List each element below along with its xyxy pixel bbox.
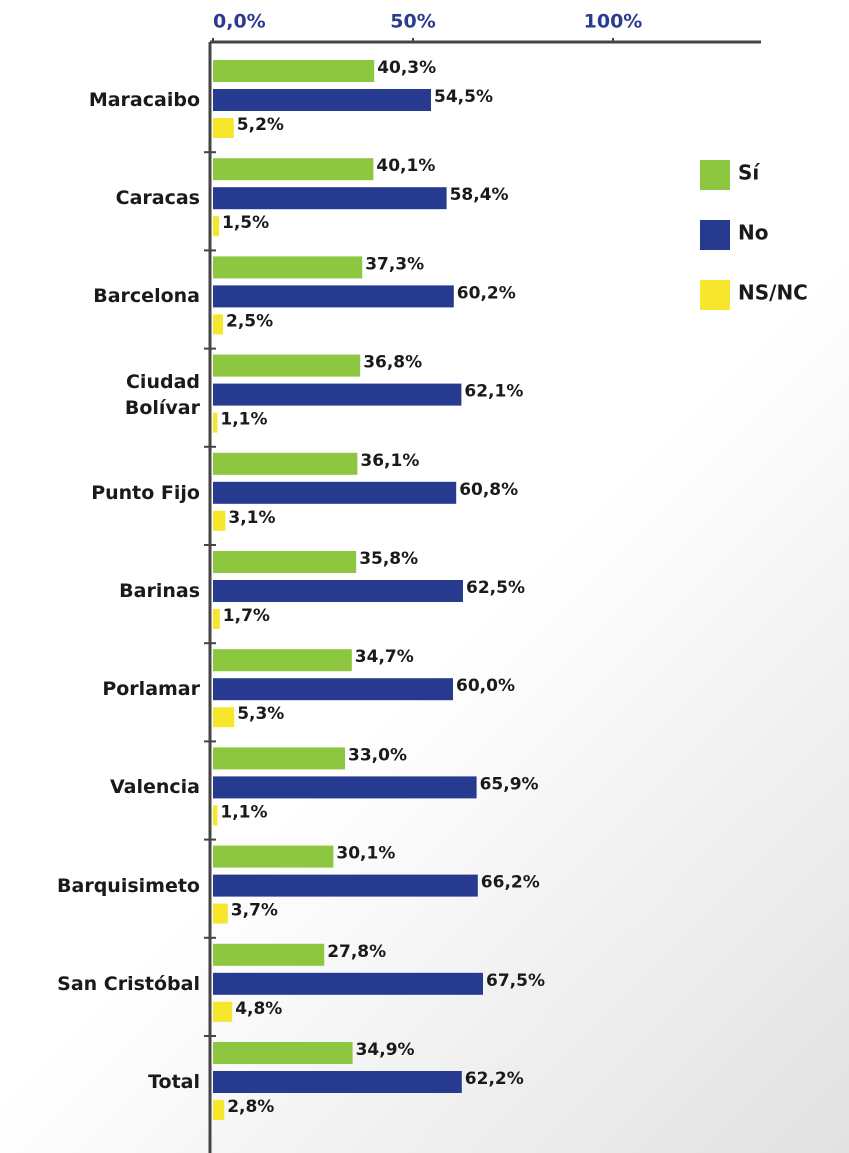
legend-swatch xyxy=(700,220,730,250)
category-label: Valencia xyxy=(109,776,200,799)
x-tick-label: 0,0% xyxy=(213,11,266,33)
value-label: 5,2% xyxy=(237,115,284,135)
legend-label: NS/NC xyxy=(738,281,808,305)
category-label: Punto Fijo xyxy=(91,481,200,504)
value-label: 66,2% xyxy=(481,873,540,893)
value-label: 1,5% xyxy=(222,213,269,233)
bar xyxy=(213,314,223,335)
value-label: 3,7% xyxy=(231,901,278,921)
value-label: 2,8% xyxy=(227,1097,274,1117)
bar xyxy=(213,1042,353,1064)
bar xyxy=(213,481,457,504)
bar xyxy=(213,354,361,377)
bar xyxy=(213,452,358,475)
value-label: 65,9% xyxy=(480,774,539,794)
category-label: Maracaibo xyxy=(88,89,200,111)
value-label: 62,2% xyxy=(465,1069,524,1089)
category-label: Barinas xyxy=(119,580,200,602)
category-label: Ciudad Bolívar xyxy=(124,370,200,419)
value-label: 40,1% xyxy=(376,156,435,176)
bar xyxy=(213,158,374,181)
value-label: 34,9% xyxy=(356,1040,415,1060)
bar xyxy=(213,678,453,701)
category-label: San Cristóbal xyxy=(57,972,200,995)
value-label: 34,7% xyxy=(355,647,414,667)
bar xyxy=(213,216,219,237)
bar xyxy=(213,187,447,210)
value-label: 60,8% xyxy=(459,480,518,500)
bar xyxy=(213,874,478,897)
bar xyxy=(213,60,375,82)
legend-swatch xyxy=(700,280,730,310)
bar xyxy=(213,1100,225,1120)
value-label: 58,4% xyxy=(450,185,509,205)
bar xyxy=(213,510,226,531)
category-label: Porlamar xyxy=(102,678,200,701)
bar xyxy=(213,1071,462,1093)
category-label: Barquisimeto xyxy=(57,874,200,897)
category-label: Total xyxy=(148,1071,200,1093)
value-label: 33,0% xyxy=(348,745,407,765)
value-label: 60,0% xyxy=(456,676,515,696)
bar xyxy=(213,118,234,138)
value-label: 60,2% xyxy=(457,283,516,303)
value-label: 36,8% xyxy=(363,353,422,373)
value-label: 36,1% xyxy=(360,451,419,471)
bar xyxy=(213,256,363,279)
bar xyxy=(213,747,345,770)
bar xyxy=(213,649,352,672)
bar xyxy=(213,776,477,799)
bar xyxy=(213,943,325,966)
bar xyxy=(213,285,454,308)
bar xyxy=(213,89,431,111)
value-label: 1,1% xyxy=(220,802,267,822)
legend-swatch xyxy=(700,160,730,190)
x-tick-label: 50% xyxy=(390,11,435,33)
value-label: 54,5% xyxy=(434,87,493,107)
value-label: 5,3% xyxy=(237,704,284,724)
legend-label: No xyxy=(738,221,768,245)
value-label: 62,1% xyxy=(464,382,523,402)
value-label: 35,8% xyxy=(359,549,418,569)
bar xyxy=(213,412,218,433)
value-label: 4,8% xyxy=(235,999,282,1019)
bar xyxy=(213,707,235,728)
value-label: 1,7% xyxy=(223,606,270,626)
value-label: 27,8% xyxy=(327,942,386,962)
legend-label: Sí xyxy=(738,161,760,185)
value-label: 2,5% xyxy=(226,311,273,331)
value-label: 3,1% xyxy=(228,508,275,528)
bar xyxy=(213,845,334,868)
value-label: 37,3% xyxy=(365,254,424,274)
category-label: Caracas xyxy=(115,187,200,210)
value-label: 40,3% xyxy=(377,58,436,78)
bar xyxy=(213,609,220,629)
value-label: 30,1% xyxy=(336,844,395,864)
bar xyxy=(213,1001,233,1022)
bar xyxy=(213,903,228,924)
bar xyxy=(213,580,463,602)
x-tick-label: 100% xyxy=(584,11,643,33)
bar xyxy=(213,383,462,406)
value-label: 1,1% xyxy=(220,410,267,430)
bar xyxy=(213,551,357,573)
bar xyxy=(213,805,218,826)
bar xyxy=(213,972,483,995)
category-label: Barcelona xyxy=(93,285,200,308)
value-label: 67,5% xyxy=(486,971,545,991)
value-label: 62,5% xyxy=(466,578,525,598)
